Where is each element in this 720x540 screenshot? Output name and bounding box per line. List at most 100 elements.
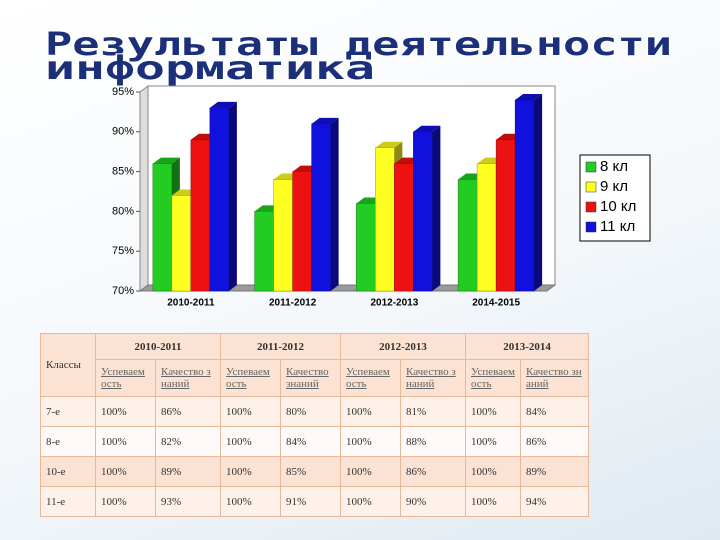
legend-label: 11 кл [600, 218, 635, 235]
sub-header: Качество знаний [280, 359, 341, 397]
value-cell: 91% [280, 486, 341, 517]
class-cell: 8-е [40, 426, 96, 457]
bar [375, 147, 395, 292]
bar [356, 203, 376, 292]
y-tick-label: 90% [112, 126, 134, 138]
bar-side [330, 117, 339, 291]
bar [413, 131, 433, 292]
value-cell: 100% [220, 426, 281, 457]
table-row: 11-е 100% 93% 100% 91% 100% 90% 100% 94% [40, 486, 590, 517]
bar [514, 99, 535, 292]
y-tick-label: 80% [112, 205, 134, 217]
side-wall [139, 85, 149, 292]
y-tick-label: 95% [112, 86, 134, 98]
bar [254, 211, 274, 292]
value-cell: 100% [95, 426, 156, 457]
legend-swatch [585, 181, 597, 193]
legend-swatch [585, 221, 597, 233]
sub-header: Успеваемость [220, 359, 281, 397]
data-table: Классы 2010-2011 2011-2012 2012-2013 2013-20… [40, 333, 590, 517]
bar-top [515, 93, 543, 100]
sub-header: Успеваемость [95, 359, 156, 397]
value-cell: 88% [399, 426, 467, 457]
bar [476, 163, 497, 292]
value-cell: 90% [399, 486, 467, 517]
year-header: 2012-2013 [339, 333, 467, 360]
bar [292, 171, 312, 292]
bar-top [311, 117, 339, 124]
value-cell: 100% [95, 396, 156, 427]
year-header: 2010-2011 [95, 333, 221, 360]
value-cell: 100% [340, 396, 401, 427]
table-row: 7-е 100% 86% 100% 80% 100% 81% 100% 84% [40, 396, 590, 427]
sub-header: Качество знаний [399, 359, 467, 397]
legend-swatch [585, 201, 597, 213]
value-cell: 100% [340, 486, 401, 517]
bar [273, 179, 293, 292]
value-cell: 82% [155, 426, 221, 457]
bar [171, 195, 192, 292]
value-cell: 86% [520, 426, 590, 457]
x-tick-label: 2010-2011 [167, 298, 215, 309]
value-cell: 86% [155, 396, 221, 427]
bar [190, 139, 211, 292]
bar-side [228, 101, 237, 291]
bar [495, 139, 516, 292]
value-cell: 100% [95, 486, 156, 517]
x-tick-label: 2011-2012 [269, 298, 317, 309]
y-tick-label: 75% [112, 245, 134, 257]
value-cell: 100% [465, 486, 522, 517]
value-cell: 84% [520, 396, 590, 427]
value-cell: 100% [220, 396, 281, 427]
value-cell: 89% [155, 456, 221, 487]
value-cell: 80% [280, 396, 341, 427]
legend-label: 9 кл [600, 178, 628, 195]
title-line: Результаты деятельности [45, 25, 672, 63]
class-cell: 7-е [40, 396, 96, 427]
legend-label: 8 кл [600, 158, 628, 175]
value-cell: 94% [520, 486, 590, 517]
year-header: 2011-2012 [220, 333, 341, 360]
legend-label: 10 кл [600, 198, 636, 215]
value-cell: 100% [95, 456, 156, 487]
bar [209, 107, 230, 292]
value-cell: 100% [220, 456, 281, 487]
bar-side [534, 93, 543, 292]
x-tick-label: 2014-2015 [472, 298, 520, 309]
x-tick-label: 2012-2013 [370, 298, 418, 309]
y-tick-label: 70% [112, 285, 134, 297]
bar [394, 163, 414, 292]
title-line: информатика [45, 49, 375, 87]
sub-header: Успеваемость [465, 359, 522, 397]
value-cell: 100% [465, 456, 522, 487]
value-cell: 81% [399, 396, 467, 427]
table-row: 10-е 100% 89% 100% 85% 100% 86% 100% 89% [40, 456, 590, 487]
bar-side [432, 125, 441, 291]
value-cell: 89% [520, 456, 590, 487]
bar [457, 179, 478, 292]
value-cell: 86% [399, 456, 467, 487]
value-cell: 84% [280, 426, 341, 457]
sub-header: Качество знаний [155, 359, 221, 397]
bar [311, 123, 331, 292]
chart: Результаты деятельности информатика 70% 7… [44, 24, 673, 309]
value-cell: 100% [465, 426, 522, 457]
value-cell: 100% [340, 426, 401, 457]
legend-swatch [585, 161, 597, 173]
value-cell: 93% [155, 486, 221, 517]
year-header: 2013-2014 [465, 333, 590, 360]
value-cell: 100% [340, 456, 401, 487]
value-cell: 100% [220, 486, 281, 517]
sub-header: Успеваемость [340, 359, 401, 397]
bar-top [152, 157, 180, 164]
bar-top [209, 101, 237, 108]
bar-top [413, 125, 441, 132]
table-row: 8-е 100% 82% 100% 84% 100% 88% 100% 86% [40, 426, 590, 457]
sub-header: Качество знаний [520, 359, 590, 397]
bar [152, 163, 173, 292]
y-tick-label: 85% [112, 166, 134, 178]
bar-top [375, 141, 403, 148]
class-cell: 10-е [40, 456, 96, 487]
value-cell: 100% [465, 396, 522, 427]
